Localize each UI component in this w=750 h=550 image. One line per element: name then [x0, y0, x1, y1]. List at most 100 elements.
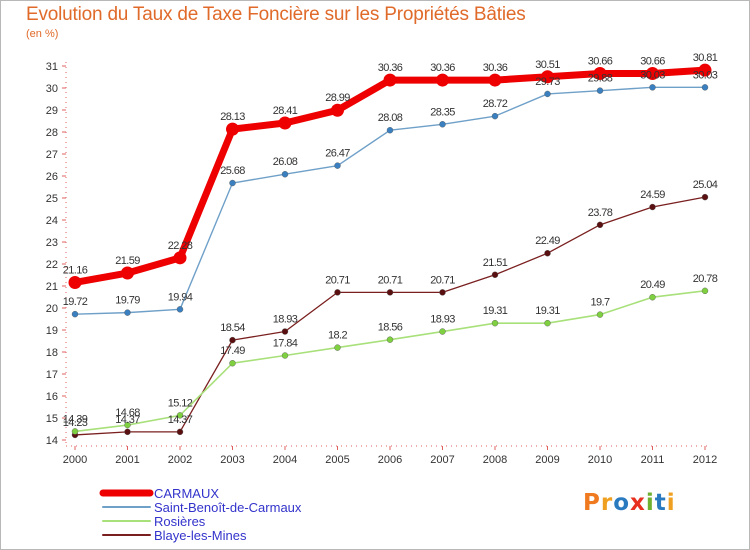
legend-item: Saint-Benoît-de-Carmaux: [102, 500, 302, 515]
data-point: [334, 162, 341, 169]
data-label: 30.03: [693, 69, 718, 81]
data-point: [173, 251, 187, 265]
data-label: 20.49: [640, 279, 665, 291]
x-tick-label: 2000: [63, 454, 87, 466]
x-tick-label: 2011: [641, 454, 665, 466]
data-label: 26.47: [325, 148, 350, 160]
data-label: 21.16: [63, 264, 88, 276]
data-point: [541, 70, 554, 84]
data-point: [386, 336, 394, 343]
data-point: [71, 310, 79, 318]
y-tick-label: 18: [46, 347, 58, 359]
data-point: [383, 73, 397, 87]
data-point: [71, 428, 79, 435]
data-label: 30.81: [693, 52, 718, 64]
data-point: [334, 344, 341, 351]
x-tick-label: 2001: [115, 454, 139, 466]
data-label: 25.68: [220, 165, 245, 177]
data-label: 18.2: [328, 330, 347, 342]
data-point: [649, 294, 656, 301]
data-label: 24.59: [640, 189, 665, 201]
data-label: 14.39: [63, 413, 88, 425]
data-label: 14.37: [115, 414, 140, 426]
data-point: [386, 289, 394, 296]
legend-label: Rosières: [154, 514, 206, 529]
data-point: [281, 171, 289, 178]
data-label: 30.66: [588, 55, 613, 67]
data-point: [229, 179, 236, 187]
data-label: 21.51: [483, 257, 508, 269]
data-point: [121, 266, 134, 280]
series-layer: [68, 63, 712, 439]
data-label: 15.12: [168, 397, 193, 409]
data-point: [701, 287, 709, 295]
data-label: 30.03: [640, 69, 665, 81]
data-point: [491, 319, 499, 327]
y-unit-label: (en %): [26, 28, 59, 40]
data-point: [124, 309, 131, 316]
data-point: [439, 289, 446, 296]
data-label: 19.79: [115, 295, 140, 307]
y-tick-label: 24: [46, 215, 58, 227]
data-point: [436, 73, 449, 87]
data-point: [649, 84, 656, 91]
data-point: [544, 250, 551, 257]
data-label: 28.99: [325, 92, 350, 104]
proxiti-logo: Proxiti: [583, 490, 676, 516]
data-point: [439, 328, 446, 335]
data-point: [701, 193, 709, 201]
data-label: 17.84: [273, 338, 298, 350]
x-tick-label: 2009: [535, 454, 559, 466]
data-label: 25.04: [693, 179, 718, 191]
data-label: 23.78: [588, 207, 613, 219]
legend: CARMAUXSaint-Benoît-de-CarmauxRosièresBl…: [99, 486, 302, 543]
data-label: 20.71: [430, 274, 455, 286]
data-label: 30.66: [640, 55, 665, 67]
data-label: 30.36: [430, 62, 455, 74]
data-point: [491, 271, 499, 278]
data-label: 28.35: [430, 106, 455, 118]
data-point: [646, 66, 659, 80]
data-point: [281, 352, 289, 359]
data-label: 28.13: [220, 111, 245, 123]
data-label: 28.72: [483, 98, 508, 110]
data-label: 18.93: [273, 314, 298, 326]
legend-label: CARMAUX: [154, 486, 219, 501]
data-labels: 14.23 14.37 14.37 18.54 18.93 20.71 20.71 20.71…: [63, 52, 719, 429]
x-tick-label: 2012: [693, 454, 717, 466]
data-label: 29.88: [588, 73, 613, 85]
data-label: 21.59: [115, 255, 140, 267]
data-label: 14.37: [168, 414, 193, 426]
series-rosi-res: [71, 287, 709, 435]
data-point: [596, 221, 604, 229]
data-label: 18.93: [430, 314, 455, 326]
data-point: [596, 87, 604, 94]
legend-label: Saint-Benoît-de-Carmaux: [154, 500, 302, 515]
data-point: [698, 63, 712, 77]
data-point: [701, 84, 709, 91]
legend-label: Blaye-les-Mines: [154, 528, 247, 543]
data-point: [176, 306, 184, 313]
data-label: 19.7: [590, 297, 609, 309]
x-tick-label: 2004: [273, 454, 297, 466]
data-label: 20.71: [378, 274, 403, 286]
series-saint-beno-t-de-carmaux: [71, 84, 709, 318]
data-label: 14.68: [115, 407, 140, 419]
data-point: [226, 122, 239, 136]
data-point: [334, 289, 341, 296]
axes: 14 15 16 17 18 19 20 21 22 23 24 25 26 27 28 29 30 31 2000…: [46, 61, 717, 466]
data-label: 18.56: [378, 322, 403, 334]
series-carmaux: [68, 63, 712, 289]
y-tick-label: 26: [46, 171, 58, 183]
legend-item: Rosières: [102, 514, 206, 529]
data-point: [544, 319, 551, 327]
y-tick-label: 25: [46, 193, 58, 205]
data-point: [596, 311, 604, 318]
data-point: [386, 127, 394, 134]
data-point: [488, 73, 502, 87]
y-tick-label: 20: [46, 303, 58, 315]
y-tick-label: 30: [46, 83, 58, 95]
y-tick-label: 14: [46, 435, 58, 447]
data-point: [229, 360, 236, 367]
data-point: [439, 121, 446, 128]
